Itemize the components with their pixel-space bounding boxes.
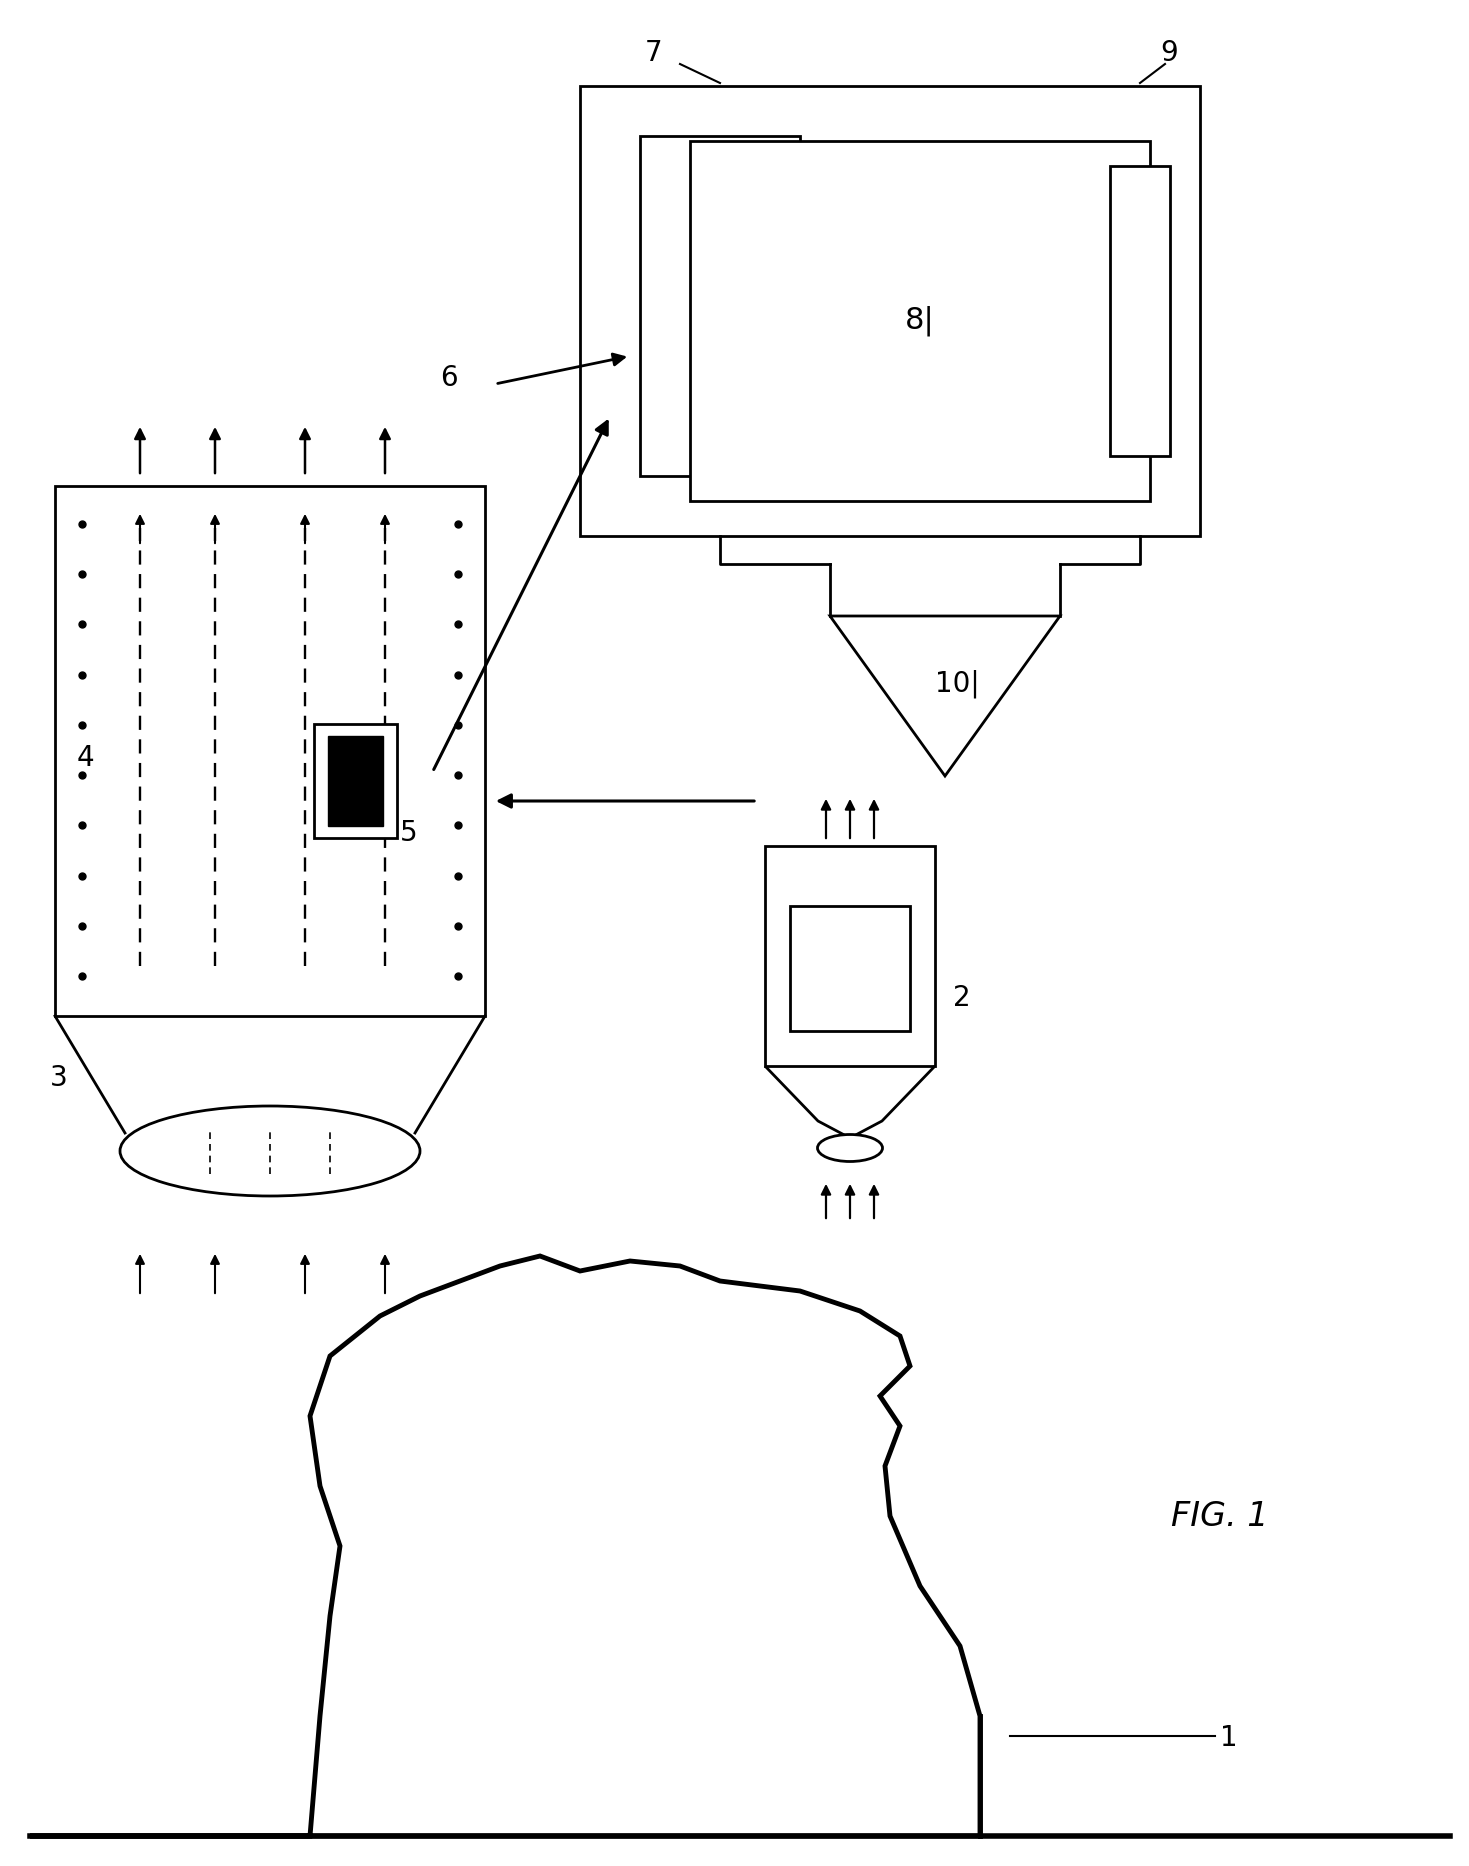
Text: 2: 2 bbox=[953, 983, 971, 1011]
Bar bbox=[54, 485, 485, 1015]
Text: 8|: 8| bbox=[905, 306, 934, 336]
Text: 1: 1 bbox=[1219, 1724, 1237, 1752]
Polygon shape bbox=[29, 1256, 980, 1836]
Bar bbox=[640, 136, 801, 476]
Text: 6: 6 bbox=[441, 364, 458, 392]
Bar bbox=[580, 86, 1200, 536]
Bar bbox=[690, 142, 1150, 500]
Text: FIG. 1: FIG. 1 bbox=[1171, 1500, 1269, 1532]
Bar bbox=[790, 907, 909, 1032]
Text: 10|: 10| bbox=[934, 670, 980, 698]
Bar bbox=[765, 845, 934, 1065]
Ellipse shape bbox=[818, 1135, 883, 1161]
Ellipse shape bbox=[120, 1107, 420, 1196]
Text: 3: 3 bbox=[50, 1064, 68, 1092]
Bar bbox=[328, 735, 382, 827]
Text: 7: 7 bbox=[645, 39, 663, 67]
Text: 4: 4 bbox=[76, 745, 94, 773]
Text: 9: 9 bbox=[1161, 39, 1178, 67]
Text: 5: 5 bbox=[400, 819, 417, 847]
Bar bbox=[1111, 166, 1169, 455]
Bar bbox=[313, 724, 397, 838]
